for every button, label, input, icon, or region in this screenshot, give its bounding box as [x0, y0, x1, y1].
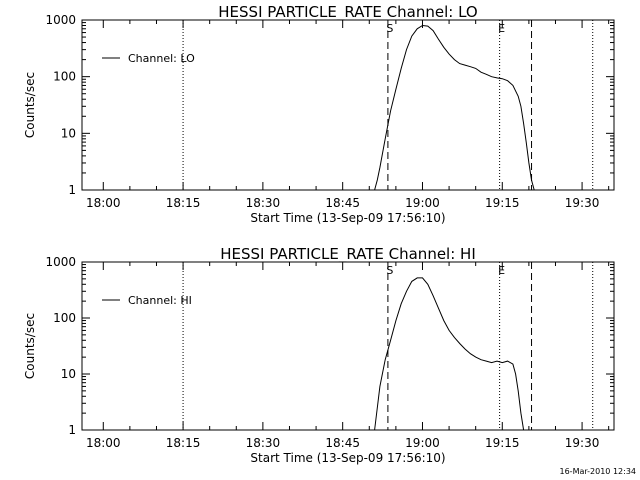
x-tick-label: 19:30 [565, 436, 600, 450]
y-tick-label: 1000 [45, 13, 76, 27]
chart-title: HESSI PARTICLE_RATE Channel: HI [220, 245, 476, 264]
y-axis-label: Counts/sec [23, 313, 37, 379]
y-tick-label: 100 [53, 70, 76, 84]
plot-frame [81, 261, 615, 431]
x-tick-label: 18:15 [166, 436, 201, 450]
x-tick-label: 18:00 [86, 196, 121, 210]
y-tick-label: 1 [68, 183, 76, 197]
x-tick-label: 19:15 [485, 436, 520, 450]
x-tick-label: 18:45 [325, 196, 360, 210]
x-tick-label: 18:45 [325, 436, 360, 450]
x-tick-label: 19:30 [565, 196, 600, 210]
x-axis-label: Start Time (13-Sep-09 17:56:10) [250, 451, 445, 465]
x-axis-label: Start Time (13-Sep-09 17:56:10) [250, 211, 445, 225]
series-line [374, 24, 535, 191]
marker-label: E [498, 264, 505, 277]
y-axis-label: Counts/sec [23, 72, 37, 138]
y-tick-label: 100 [53, 311, 76, 325]
x-tick-label: 19:00 [405, 436, 440, 450]
x-tick-label: 18:15 [166, 196, 201, 210]
series-line [374, 277, 525, 431]
x-tick-label: 19:00 [405, 196, 440, 210]
x-tick-label: 18:30 [246, 436, 281, 450]
plot-frame [81, 19, 615, 191]
marker-label: E [498, 22, 505, 35]
x-tick-label: 18:30 [246, 196, 281, 210]
chart-panel-2: HESSI PARTICLE_RATE Channel: HI 18:00 18:1… [23, 245, 615, 465]
marker-label: S [386, 22, 393, 35]
marker-label: S [386, 264, 393, 277]
y-tick-label: 1 [68, 423, 76, 437]
chart-title: HESSI PARTICLE_RATE Channel: LO [218, 3, 477, 22]
y-tick-label: 10 [61, 367, 76, 381]
y-tick-label: 10 [61, 126, 76, 140]
chart-panel-1: HESSI PARTICLE_RATE Channel: LO 18:00 18:1… [23, 3, 615, 225]
legend-label: Channel: HI [128, 294, 192, 307]
y-tick-label: 1000 [45, 255, 76, 269]
x-tick-label: 18:00 [86, 436, 121, 450]
x-tick-label: 19:15 [485, 196, 520, 210]
footer-timestamp: 16-Mar-2010 12:34 [560, 467, 637, 476]
legend-label: Channel: LO [128, 52, 195, 65]
